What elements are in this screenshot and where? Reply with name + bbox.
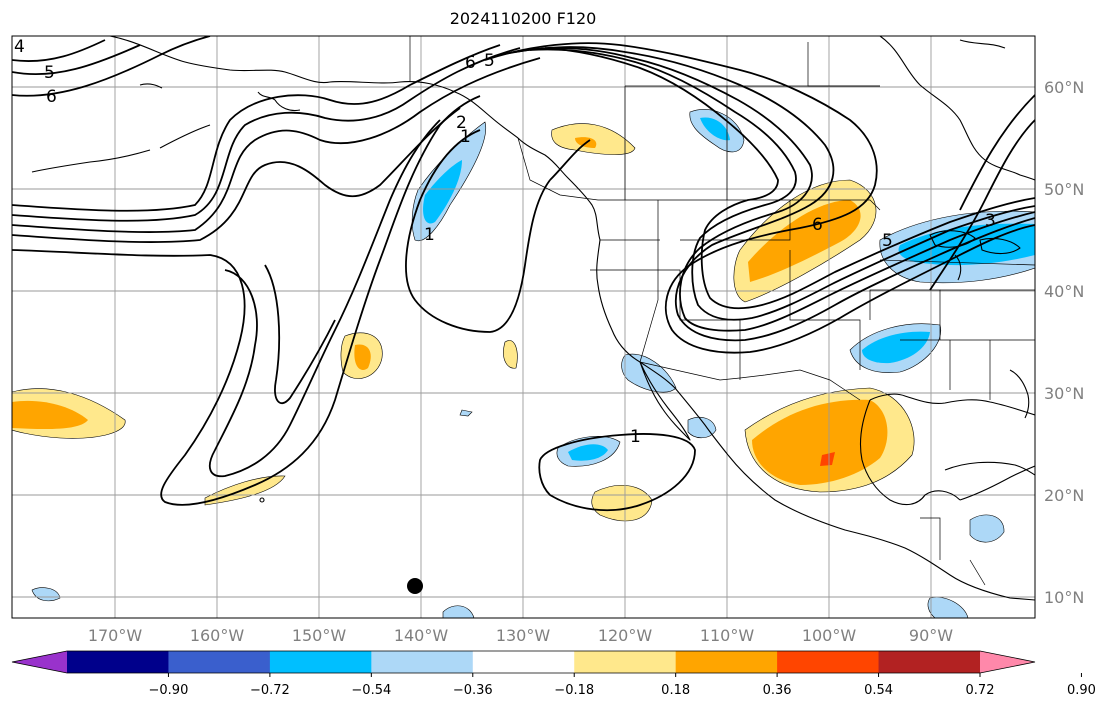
svg-text:6: 6 <box>46 87 57 107</box>
colorbar-outline <box>11 650 1036 674</box>
colorbar-swatch <box>777 651 880 673</box>
svg-text:6: 6 <box>812 215 823 235</box>
lon-label: 140°W <box>393 626 449 645</box>
colorbar-extend-low <box>12 651 67 673</box>
lat-label: 10°N <box>1044 588 1085 607</box>
colorbar-tick-label: 0.90 <box>1066 683 1096 698</box>
lat-label: 20°N <box>1044 486 1085 505</box>
svg-text:5: 5 <box>484 51 495 71</box>
lon-label: 170°W <box>87 626 143 645</box>
lon-label: 120°W <box>597 626 653 645</box>
svg-text:1: 1 <box>630 427 641 447</box>
svg-text:1: 1 <box>460 127 471 147</box>
contour-label-text: 4 5 6 6 5 2 1 1 1 6 5 3 <box>14 37 996 447</box>
colorbar-swatch <box>168 651 271 673</box>
colorbar-swatch <box>67 651 169 673</box>
colorbar-swatch <box>472 651 575 673</box>
colorbar-swatch <box>675 651 778 673</box>
svg-text:6: 6 <box>465 53 476 73</box>
lat-label: 50°N <box>1044 180 1085 199</box>
plot-border <box>11 35 1036 619</box>
svg-text:5: 5 <box>44 63 55 83</box>
colorbar-tick-label: 0.72 <box>965 683 995 698</box>
plot-area <box>12 36 1035 618</box>
colorbar-tick-label: −0.72 <box>249 683 290 698</box>
colorbar-swatch <box>269 651 372 673</box>
lon-label: 130°W <box>495 626 551 645</box>
map-gridlines <box>12 36 1035 618</box>
svg-text:4: 4 <box>14 37 25 57</box>
svg-text:5: 5 <box>882 231 893 251</box>
colorbar-swatch <box>371 651 474 673</box>
colorbar-swatch <box>574 651 677 673</box>
colorbar <box>11 650 1082 677</box>
lat-label: 30°N <box>1044 384 1085 403</box>
map-title: 2024110200 F120 <box>449 9 597 28</box>
lon-label: 100°W <box>801 626 857 645</box>
svg-text:3: 3 <box>985 211 996 231</box>
location-marker <box>407 578 423 594</box>
lon-label: 150°W <box>291 626 347 645</box>
lon-label: 90°W <box>908 626 954 645</box>
colorbar-tick-label: 0.36 <box>762 683 792 698</box>
colorbar-tick-label: −0.90 <box>148 683 189 698</box>
colorbar-swatch <box>878 651 981 673</box>
lat-label: 40°N <box>1044 282 1085 301</box>
lon-label: 110°W <box>699 626 755 645</box>
lat-label: 60°N <box>1044 78 1085 97</box>
colorbar-tick-label: −0.36 <box>452 683 493 698</box>
svg-text:2: 2 <box>456 113 467 133</box>
contour-lines <box>12 36 1035 512</box>
colorbar-tick-label: 0.18 <box>661 683 691 698</box>
lon-label: 160°W <box>189 626 245 645</box>
colorbar-extend-high <box>980 651 1035 673</box>
colorbar-tick-label: −0.54 <box>351 683 392 698</box>
colorbar-tick-label: 0.54 <box>864 683 894 698</box>
coastlines <box>12 36 1035 601</box>
colorbar-tick-label: −0.18 <box>554 683 595 698</box>
svg-text:1: 1 <box>424 225 435 245</box>
